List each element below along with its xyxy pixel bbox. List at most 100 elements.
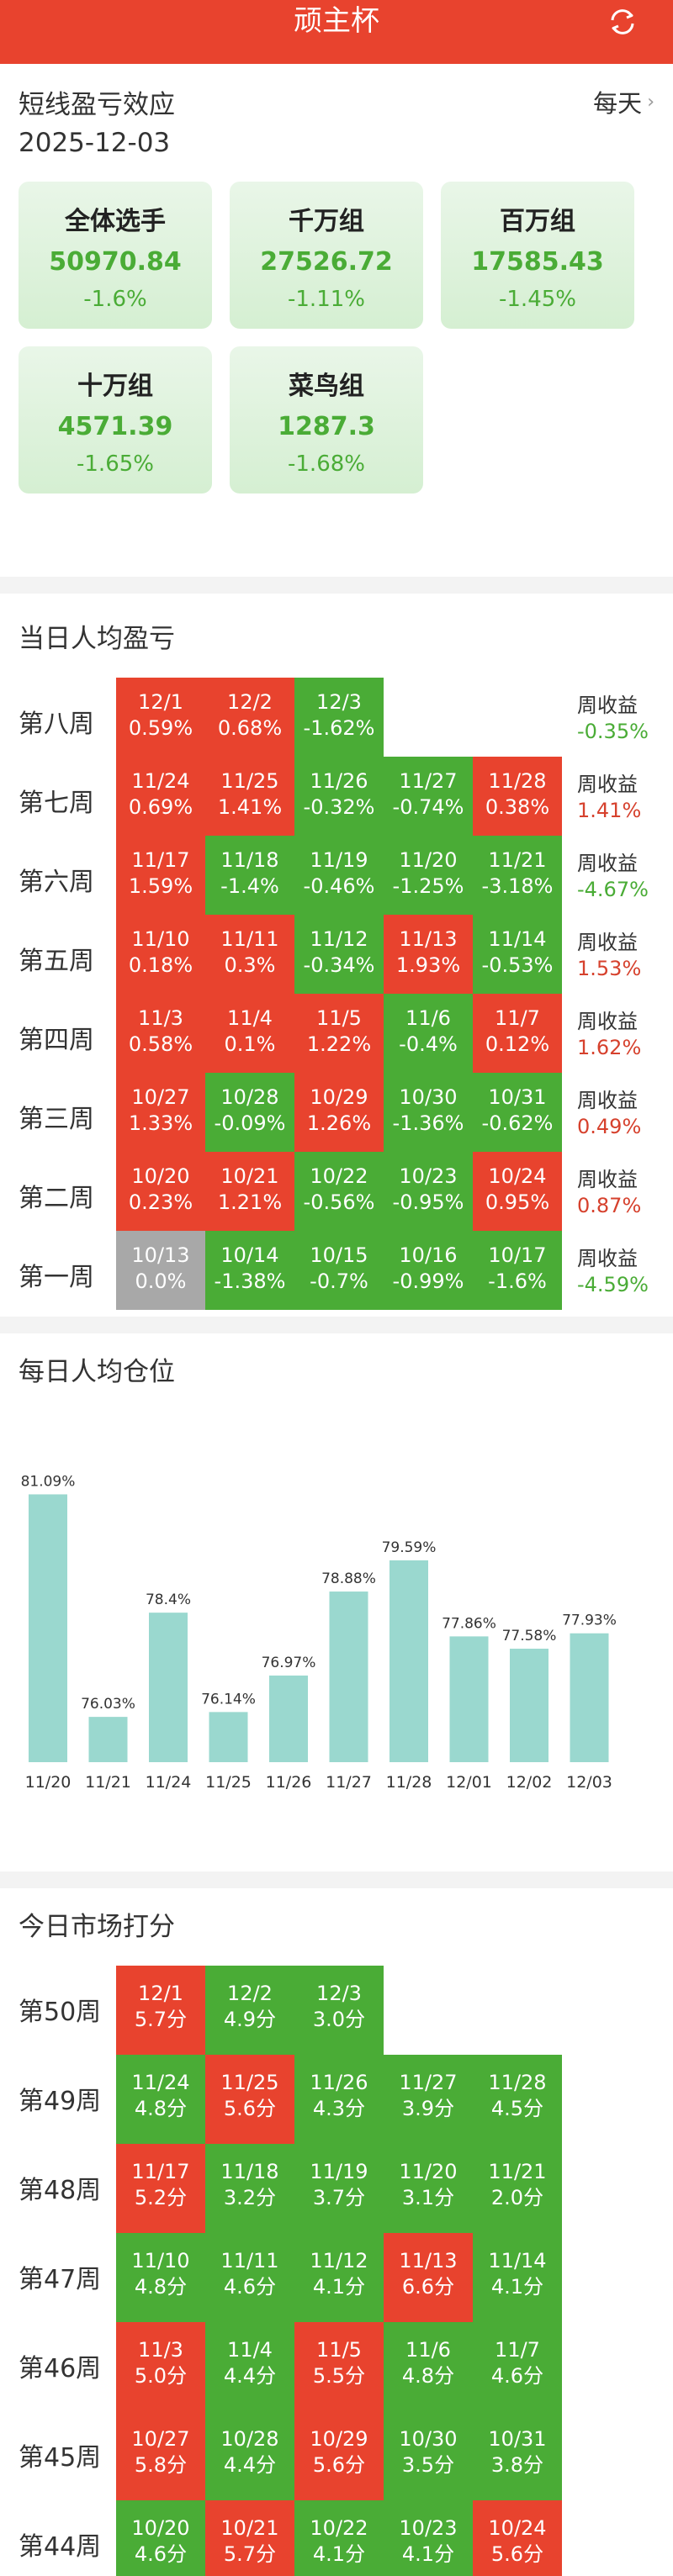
- day-cell[interactable]: 11/5 5.5分: [294, 2322, 384, 2411]
- day-date: 10/23: [399, 1164, 458, 1188]
- day-cell[interactable]: 11/17 1.59%: [116, 836, 205, 915]
- day-cell[interactable]: 11/26 4.3分: [294, 2055, 384, 2144]
- day-cell[interactable]: 11/18 -1.4%: [205, 836, 294, 915]
- day-cell[interactable]: 11/6 -0.4%: [384, 994, 473, 1073]
- position-bar[interactable]: [29, 1494, 67, 1762]
- day-cell[interactable]: 10/29 5.6分: [294, 2411, 384, 2500]
- day-cell[interactable]: 11/24 0.69%: [116, 757, 205, 836]
- day-cell[interactable]: 10/30 -1.36%: [384, 1073, 473, 1152]
- day-cell[interactable]: 12/3 -1.62%: [294, 678, 384, 757]
- bar-data-label: 81.09%: [21, 1473, 76, 1490]
- day-cell[interactable]: 11/6 4.8分: [384, 2322, 473, 2411]
- day-cell[interactable]: 10/27 5.8分: [116, 2411, 205, 2500]
- day-cell[interactable]: 11/5 1.22%: [294, 994, 384, 1073]
- position-bar[interactable]: [510, 1649, 548, 1762]
- day-cell[interactable]: 10/24 5.6分: [473, 2500, 562, 2576]
- day-cell[interactable]: 11/26 -0.32%: [294, 757, 384, 836]
- day-cell[interactable]: 11/20 -1.25%: [384, 836, 473, 915]
- day-cell[interactable]: 11/12 4.1分: [294, 2233, 384, 2322]
- day-cell[interactable]: 11/19 -0.46%: [294, 836, 384, 915]
- day-cell[interactable]: 11/7 4.6分: [473, 2322, 562, 2411]
- day-cell[interactable]: 10/31 3.8分: [473, 2411, 562, 2500]
- day-cell[interactable]: 10/23 4.1分: [384, 2500, 473, 2576]
- day-cell[interactable]: 12/2 4.9分: [205, 1966, 294, 2055]
- day-cell[interactable]: 11/14 -0.53%: [473, 915, 562, 994]
- day-cell[interactable]: 10/21 1.21%: [205, 1152, 294, 1231]
- day-cell[interactable]: 11/17 5.2分: [116, 2144, 205, 2233]
- day-cell[interactable]: 12/3 3.0分: [294, 1966, 384, 2055]
- day-cell[interactable]: 10/31 -0.62%: [473, 1073, 562, 1152]
- day-cell[interactable]: 10/21 5.7分: [205, 2500, 294, 2576]
- day-cell[interactable]: 11/14 4.1分: [473, 2233, 562, 2322]
- day-cell[interactable]: 11/3 5.0分: [116, 2322, 205, 2411]
- day-cell[interactable]: 10/28 -0.09%: [205, 1073, 294, 1152]
- week-return: 周收益 0.87%: [577, 1167, 670, 1219]
- position-bar[interactable]: [149, 1613, 188, 1762]
- group-card-1m[interactable]: 百万组 17585.43 -1.45%: [441, 182, 634, 329]
- day-cell[interactable]: 11/10 4.8分: [116, 2233, 205, 2322]
- day-cell[interactable]: 11/18 3.2分: [205, 2144, 294, 2233]
- day-value: 0.58%: [128, 1032, 193, 1056]
- daily-pnl-section: 当日人均盈亏 第八周 12/1 0.59% 12/2 0.68% 12/3 -1.62% 周收…: [0, 594, 673, 1317]
- frequency-selector[interactable]: 每天 ›: [593, 84, 654, 119]
- position-bar[interactable]: [209, 1712, 248, 1762]
- day-cell[interactable]: 11/27 3.9分: [384, 2055, 473, 2144]
- day-cell[interactable]: 10/15 -0.7%: [294, 1231, 384, 1310]
- position-bar[interactable]: [389, 1560, 428, 1762]
- day-cell[interactable]: 10/30 3.5分: [384, 2411, 473, 2500]
- day-cell[interactable]: 10/14 -1.38%: [205, 1231, 294, 1310]
- group-card-rookie[interactable]: 菜鸟组 1287.3 -1.68%: [230, 346, 423, 494]
- day-cell[interactable]: 11/11 4.6分: [205, 2233, 294, 2322]
- group-card-100k[interactable]: 十万组 4571.39 -1.65%: [19, 346, 212, 494]
- day-cell[interactable]: 10/20 0.23%: [116, 1152, 205, 1231]
- day-cell[interactable]: 11/4 4.4分: [205, 2322, 294, 2411]
- day-cell[interactable]: 12/2 0.68%: [205, 678, 294, 757]
- refresh-icon[interactable]: [606, 5, 639, 39]
- day-cell[interactable]: 11/13 1.93%: [384, 915, 473, 994]
- day-cell[interactable]: 12/1 5.7分: [116, 1966, 205, 2055]
- position-bar[interactable]: [329, 1592, 368, 1762]
- day-value: 4.9分: [223, 2008, 277, 2031]
- day-cell[interactable]: 10/23 -0.95%: [384, 1152, 473, 1231]
- day-cell[interactable]: 10/22 -0.56%: [294, 1152, 384, 1231]
- day-cell[interactable]: 11/7 0.12%: [473, 994, 562, 1073]
- position-bar[interactable]: [269, 1675, 308, 1762]
- group-card-all[interactable]: 全体选手 50970.84 -1.6%: [19, 182, 212, 329]
- day-cell[interactable]: 11/11 0.3%: [205, 915, 294, 994]
- day-cell[interactable]: 11/4 0.1%: [205, 994, 294, 1073]
- day-cell[interactable]: 11/19 3.7分: [294, 2144, 384, 2233]
- day-value: 1.41%: [217, 795, 283, 819]
- day-cell[interactable]: 10/24 0.95%: [473, 1152, 562, 1231]
- day-cell[interactable]: 11/13 6.6分: [384, 2233, 473, 2322]
- day-cell[interactable]: 11/28 0.38%: [473, 757, 562, 836]
- day-cell[interactable]: 11/10 0.18%: [116, 915, 205, 994]
- day-cell[interactable]: 11/21 2.0分: [473, 2144, 562, 2233]
- day-cell[interactable]: 10/13 0.0%: [116, 1231, 205, 1310]
- day-cell[interactable]: 10/28 4.4分: [205, 2411, 294, 2500]
- day-cell[interactable]: 10/22 4.1分: [294, 2500, 384, 2576]
- day-cell[interactable]: 10/29 1.26%: [294, 1073, 384, 1152]
- day-date: 11/4: [227, 1006, 273, 1030]
- day-cell[interactable]: 11/12 -0.34%: [294, 915, 384, 994]
- day-cell[interactable]: 10/17 -1.6%: [473, 1231, 562, 1310]
- day-cell[interactable]: 10/16 -0.99%: [384, 1231, 473, 1310]
- day-cell[interactable]: 11/28 4.5分: [473, 2055, 562, 2144]
- position-bar[interactable]: [88, 1717, 128, 1762]
- day-cell[interactable]: 11/20 3.1分: [384, 2144, 473, 2233]
- day-date: 11/17: [131, 848, 190, 872]
- position-bar[interactable]: [449, 1636, 489, 1762]
- day-value: 4.6分: [223, 2275, 277, 2299]
- day-date: 11/19: [310, 2160, 368, 2183]
- day-cell[interactable]: 10/20 4.6分: [116, 2500, 205, 2576]
- day-cell[interactable]: 11/25 5.6分: [205, 2055, 294, 2144]
- day-cell[interactable]: 12/1 0.59%: [116, 678, 205, 757]
- day-cell[interactable]: 11/27 -0.74%: [384, 757, 473, 836]
- position-bar[interactable]: [570, 1633, 609, 1762]
- day-cell[interactable]: 10/27 1.33%: [116, 1073, 205, 1152]
- day-cell[interactable]: 11/25 1.41%: [205, 757, 294, 836]
- group-card-10m[interactable]: 千万组 27526.72 -1.11%: [230, 182, 423, 329]
- day-cell[interactable]: 11/24 4.8分: [116, 2055, 205, 2144]
- day-cell[interactable]: 11/3 0.58%: [116, 994, 205, 1073]
- day-cell[interactable]: 11/21 -3.18%: [473, 836, 562, 915]
- day-value: -0.32%: [303, 795, 375, 819]
